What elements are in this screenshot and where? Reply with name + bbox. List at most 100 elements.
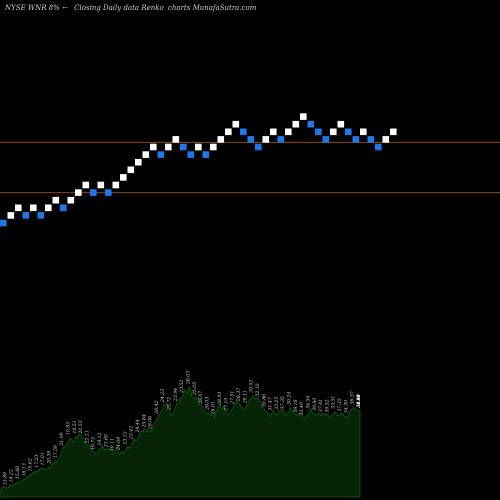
- renko-brick-down: [247, 136, 255, 143]
- price-label: 34.91: [356, 394, 362, 407]
- renko-brick-up: [292, 120, 300, 128]
- price-label: 33.42: [356, 394, 362, 407]
- price-label: 39.24: [287, 392, 293, 405]
- header-site: MunafaSutra.com: [192, 4, 257, 12]
- renko-brick-down: [277, 136, 285, 143]
- price-label: 17.23: [34, 454, 40, 467]
- price-label: 37.24: [356, 394, 362, 407]
- renko-brick-down: [90, 189, 97, 196]
- price-label: 28.03: [204, 397, 210, 411]
- price-label: 19.11: [110, 438, 116, 451]
- price-label: 17.59: [53, 445, 59, 458]
- price-label: 26.03: [186, 371, 192, 385]
- renko-brick-down: [37, 212, 45, 219]
- renko-brick-up: [270, 128, 277, 136]
- price-label: 25.72: [167, 397, 173, 411]
- price-label: 34.39: [343, 400, 349, 413]
- price-label: 14.22: [9, 469, 15, 482]
- header-exchange: NYSE: [4, 4, 26, 12]
- renko-brick-down: [187, 151, 195, 158]
- renko-bricks: [0, 113, 397, 227]
- price-area: [0, 386, 361, 498]
- renko-brick-down: [315, 128, 322, 136]
- renko-brick-down: [375, 143, 382, 151]
- renko-brick-up: [52, 196, 60, 204]
- renko-brick-down: [60, 204, 67, 212]
- renko-brick-up: [97, 181, 105, 189]
- renko-brick-down: [202, 151, 210, 158]
- price-label: 20.39: [47, 451, 53, 465]
- renko-brick-up: [217, 136, 225, 143]
- price-label: 23.42: [129, 426, 135, 440]
- price-label: 36.34: [356, 394, 362, 407]
- price-area-panel: 15.01 15.89 14.22 15.88 18.13 19.62 17.23 17.01…: [0, 371, 362, 498]
- price-label: 33.49: [299, 402, 305, 415]
- price-label: 39.52: [324, 399, 330, 412]
- price-label: 19.83: [66, 422, 72, 435]
- price-label: 35.69: [356, 394, 362, 407]
- renko-brick-up: [262, 136, 270, 143]
- header-subtitle: Closing Daily data: [74, 4, 139, 12]
- price-label: 23.12: [122, 431, 128, 445]
- price-label: 15.89: [2, 472, 8, 485]
- header-chart-word: charts: [168, 4, 191, 12]
- renko-brick-down: [240, 128, 247, 136]
- renko-brick-up: [120, 174, 127, 181]
- renko-brick-up: [360, 128, 367, 136]
- price-label: 18.51: [72, 420, 78, 433]
- price-label: 27.01: [230, 391, 236, 405]
- price-label: 37.42: [356, 394, 362, 407]
- price-label: 37.81: [318, 399, 324, 412]
- renko-brick-down: [322, 136, 330, 143]
- renko-brick-up: [75, 189, 82, 196]
- price-label: 37.35: [337, 398, 343, 411]
- renko-brick-down: [0, 219, 7, 227]
- price-label: 36.11: [356, 394, 362, 407]
- renko-brick-up: [210, 143, 217, 151]
- header-change: 8%: [49, 4, 60, 12]
- price-label: 15.01: [0, 473, 2, 486]
- price-label: 33.25: [274, 397, 280, 410]
- price-label: 17.01: [40, 452, 46, 465]
- price-label: 24.09: [116, 437, 122, 451]
- renko-brick-down: [105, 189, 112, 196]
- renko-brick-up: [45, 204, 52, 212]
- price-label: 30.86: [261, 394, 267, 407]
- price-label: 24.44: [135, 419, 141, 433]
- price-label: 36.42: [356, 394, 362, 407]
- price-label: 28.37: [236, 388, 242, 402]
- price-label: 38.91: [356, 394, 362, 407]
- renko-brick-up: [112, 181, 120, 189]
- price-label: 23.52: [179, 380, 185, 394]
- renko-brick-down: [180, 143, 187, 151]
- price-label: 36.37: [350, 391, 356, 404]
- renko-brick-up: [67, 196, 75, 204]
- price-label: 34.12: [356, 394, 362, 407]
- price-label: 25.05: [192, 382, 198, 396]
- price-label: 20.53: [78, 420, 84, 434]
- renko-brick-up: [165, 143, 172, 151]
- renko-brick-up: [232, 120, 240, 128]
- renko-brick-up: [82, 181, 90, 189]
- renko-brick-up: [300, 113, 307, 120]
- price-label: 29.02: [249, 380, 255, 394]
- price-label: 28.06: [148, 416, 154, 430]
- price-label: 24.23: [160, 389, 166, 403]
- price-label: 19.75: [91, 437, 97, 450]
- price-label: 36.85: [356, 394, 362, 407]
- price-label: 39.80: [312, 398, 318, 411]
- renko-brick-down: [307, 120, 315, 128]
- renko-brick-down: [22, 212, 30, 219]
- price-label: 28.93: [217, 392, 223, 406]
- price-label: 24.12: [97, 432, 103, 446]
- price-label: 23.94: [173, 388, 179, 402]
- price-label: 37.35: [280, 396, 286, 409]
- renko-brick-up: [390, 128, 397, 136]
- price-label: 18.13: [21, 463, 27, 476]
- price-label: 33.51: [331, 396, 337, 409]
- price-label: 34.69: [356, 394, 362, 407]
- header-chart-kind: Renko: [140, 4, 163, 12]
- price-label: 19.62: [28, 458, 34, 471]
- chart-header: NYSE WNR 8% ← Closing Daily data Renko c…: [4, 4, 257, 12]
